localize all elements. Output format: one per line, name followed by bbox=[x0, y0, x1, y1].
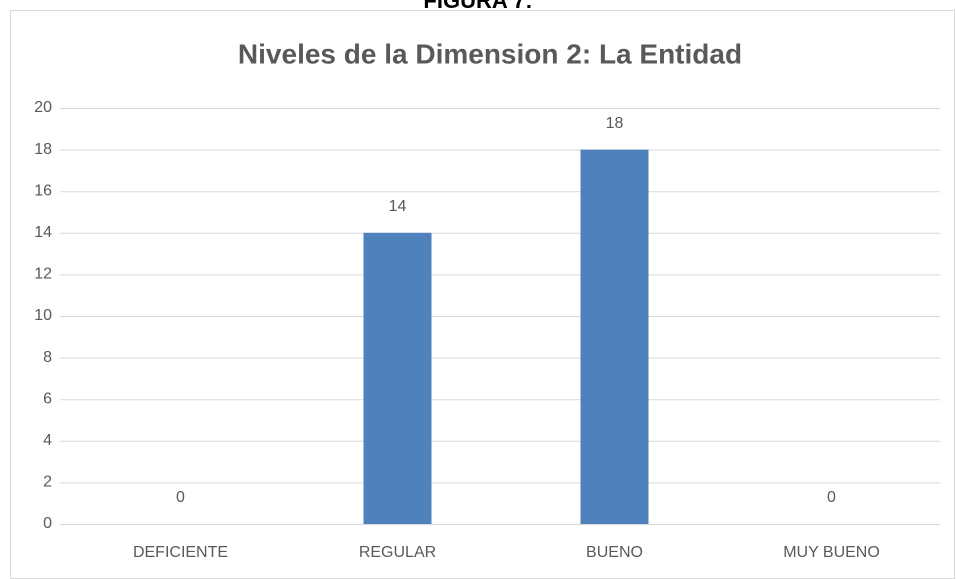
y-tick-label: 16 bbox=[34, 182, 52, 199]
x-tick-label: REGULAR bbox=[359, 544, 436, 561]
y-tick-label: 14 bbox=[34, 224, 52, 241]
x-tick-label: MUY BUENO bbox=[783, 544, 880, 561]
y-tick-label: 0 bbox=[43, 515, 52, 532]
data-label: 0 bbox=[827, 489, 836, 506]
y-tick-label: 10 bbox=[34, 307, 52, 324]
chart-title: Niveles de la Dimension 2: La Entidad bbox=[238, 38, 742, 69]
figure-caption: FIGURA 7: bbox=[423, 0, 532, 13]
x-tick-label: BUENO bbox=[586, 544, 643, 561]
data-label: 14 bbox=[389, 198, 407, 215]
chart-border bbox=[10, 10, 955, 579]
data-label: 18 bbox=[606, 115, 624, 132]
y-tick-label: 18 bbox=[34, 141, 52, 158]
data-label: 0 bbox=[176, 489, 185, 506]
y-tick-label: 12 bbox=[34, 266, 52, 283]
y-tick-label: 20 bbox=[34, 99, 52, 116]
bar bbox=[580, 149, 649, 524]
bar bbox=[363, 232, 432, 525]
y-tick-label: 2 bbox=[43, 474, 52, 491]
y-tick-label: 6 bbox=[43, 390, 52, 407]
y-tick-label: 8 bbox=[43, 349, 52, 366]
x-tick-label: DEFICIENTE bbox=[133, 544, 228, 561]
y-tick-label: 4 bbox=[43, 432, 52, 449]
